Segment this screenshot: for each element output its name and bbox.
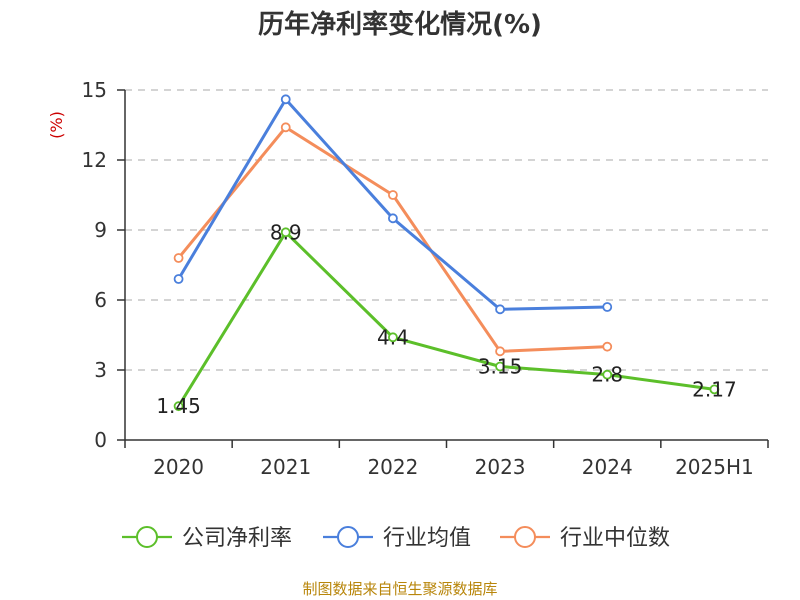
- data-label: 2.8: [591, 363, 623, 387]
- data-point: [709, 384, 720, 395]
- data-point: [173, 401, 184, 412]
- legend-label: 行业均值: [383, 526, 471, 551]
- y-tick-label: 3: [94, 358, 107, 382]
- data-label: 2.17: [692, 377, 737, 401]
- x-tick-label: 2024: [582, 455, 633, 479]
- data-point: [388, 190, 398, 200]
- legend: 公司净利率 行业均值 行业中位数: [122, 526, 670, 551]
- y-tick-label: 0: [94, 428, 107, 452]
- data-point: [280, 122, 291, 133]
- data-point: [280, 94, 291, 105]
- data-point: [388, 332, 398, 343]
- legend-marker: [136, 526, 158, 548]
- data-point: [495, 304, 505, 315]
- series-lines: [173, 94, 720, 412]
- legend-marker: [337, 526, 359, 548]
- y-axis-unit: (%): [47, 111, 66, 139]
- y-tick-label: 12: [82, 148, 107, 172]
- grid-lines: [125, 89, 768, 371]
- x-tick-label: 2020: [153, 455, 204, 479]
- x-tick-label: 2023: [475, 455, 526, 479]
- data-label: 4.4: [377, 325, 409, 349]
- y-axis-ticks: 0 3 6 9 12 15: [82, 78, 107, 452]
- legend-label: 公司净利率: [182, 526, 292, 551]
- data-point: [173, 274, 184, 284]
- data-label: 8.9: [270, 220, 302, 244]
- series-line: [177, 97, 608, 311]
- legend-label: 行业中位数: [560, 526, 670, 551]
- data-labels: 1.45 8.9 4.4 3.15 2.8 2.17: [156, 220, 736, 418]
- series-line: [177, 230, 715, 407]
- x-axis-ticks: 2020 2021 2022 2023 2024 2025H1: [153, 455, 754, 479]
- axes: [117, 89, 769, 448]
- legend-marker: [514, 526, 536, 548]
- y-tick-label: 15: [82, 78, 107, 102]
- data-point: [602, 341, 613, 352]
- chart-title: 历年净利率变化情况(%): [258, 9, 542, 40]
- x-tick-label: 2022: [367, 455, 418, 479]
- series-line: [177, 125, 608, 353]
- y-tick-label: 6: [94, 288, 107, 312]
- data-label: 3.15: [478, 355, 523, 379]
- data-point: [173, 253, 184, 263]
- data-point: [495, 361, 505, 372]
- source-note: 制图数据来自恒生聚源数据库: [302, 580, 497, 598]
- data-point: [495, 346, 505, 357]
- y-tick-label: 9: [94, 218, 107, 242]
- x-tick-label: 2025H1: [675, 455, 754, 479]
- data-point: [280, 227, 291, 238]
- data-point: [388, 213, 398, 224]
- data-point: [602, 369, 613, 380]
- data-point: [602, 302, 613, 312]
- x-tick-label: 2021: [260, 455, 311, 479]
- data-label: 1.45: [156, 394, 201, 418]
